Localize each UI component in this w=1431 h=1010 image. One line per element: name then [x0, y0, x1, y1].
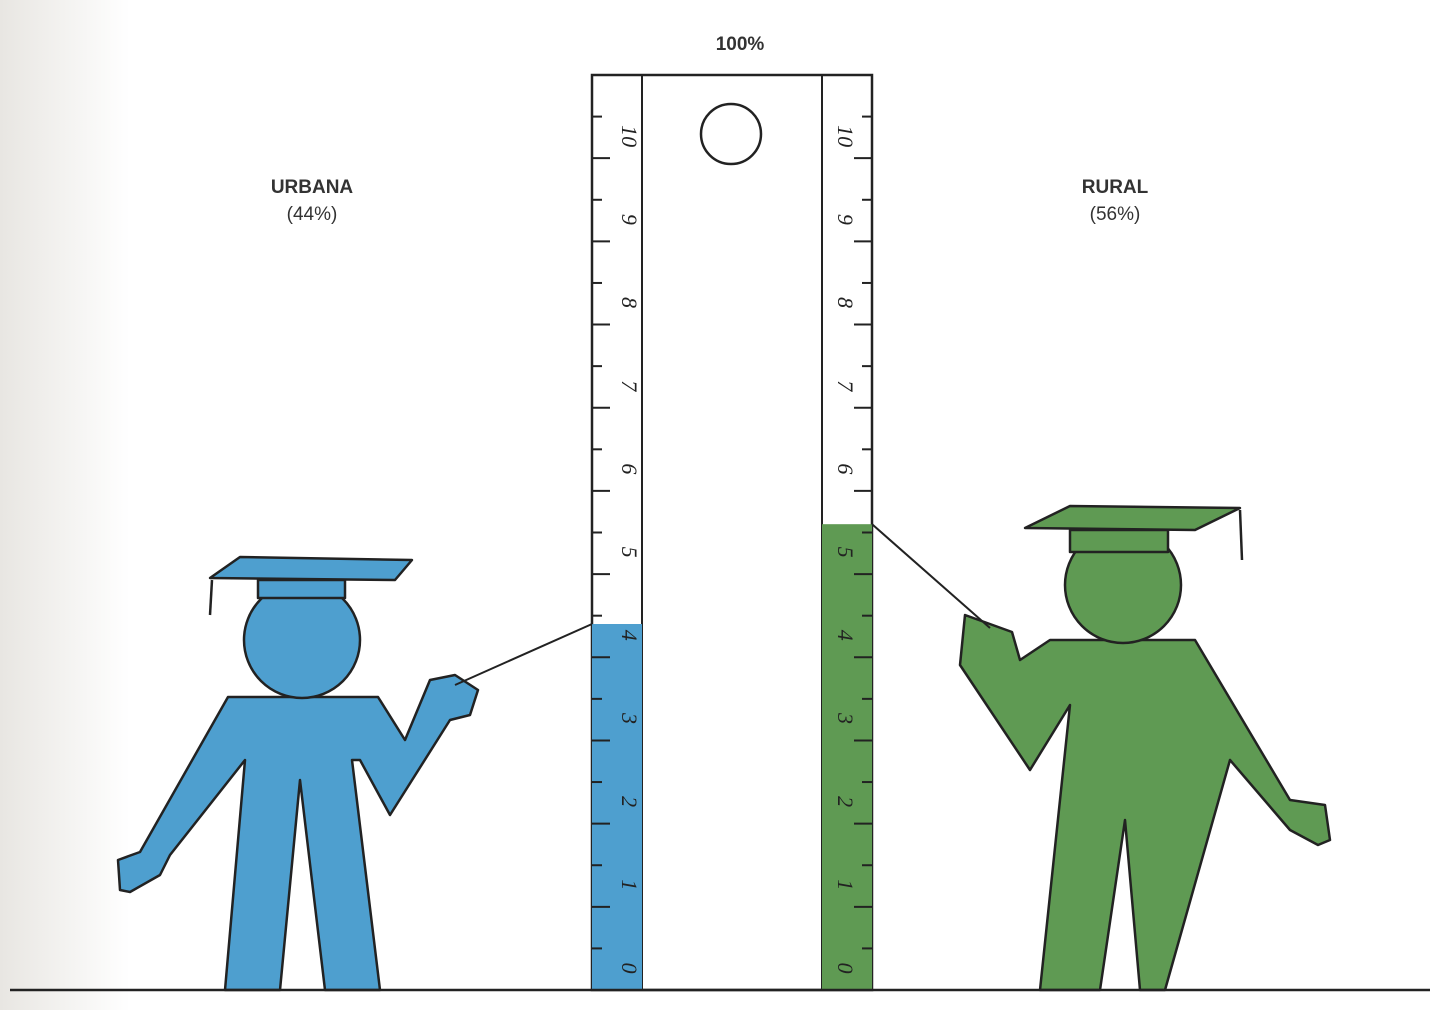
tick-label: 9 [617, 214, 642, 225]
tick-label: 1 [617, 879, 642, 890]
tick-label: 9 [833, 214, 858, 225]
cap-tassel [1238, 509, 1244, 561]
figure-body [116, 673, 480, 992]
urban-figure [116, 555, 480, 992]
tick-label: 2 [833, 796, 858, 807]
cap-base [1068, 528, 1170, 554]
chart-title: 100% [716, 34, 765, 55]
tick-label: 2 [617, 796, 642, 807]
fill-bar [592, 624, 642, 990]
tick-label: 8 [617, 297, 642, 308]
fill-bar [822, 524, 872, 990]
tick-label: 0 [833, 963, 858, 974]
tick-label: 7 [833, 380, 858, 392]
value-label: (44%) [287, 204, 338, 225]
value-label: (56%) [1090, 204, 1141, 225]
cap-base [256, 578, 347, 600]
ruler-hole [699, 102, 763, 166]
tick-label: 10 [833, 125, 858, 147]
cap-tassel [208, 579, 214, 616]
tick-label: 4 [617, 630, 642, 641]
cap-board [1023, 504, 1242, 532]
legend-label: RURAL [1082, 177, 1149, 198]
pointer [871, 523, 991, 629]
tick-label: 4 [833, 630, 858, 641]
cap-board [208, 555, 414, 582]
tick-label: 10 [617, 125, 642, 147]
tick-label: 7 [617, 380, 642, 392]
tick-label: 1 [833, 879, 858, 890]
pointer [454, 623, 593, 686]
tick-label: 5 [617, 547, 642, 558]
tick-label: 0 [617, 963, 642, 974]
page-shade [0, 0, 130, 1010]
figure-body [958, 613, 1332, 992]
tick-label: 8 [833, 297, 858, 308]
legend-label: URBANA [271, 177, 354, 198]
tick-label: 3 [833, 712, 858, 724]
tick-label: 3 [617, 712, 642, 724]
rural-figure [958, 504, 1332, 992]
tick-label: 5 [833, 547, 858, 558]
rulers [590, 73, 874, 992]
tick-label: 6 [833, 463, 858, 474]
tick-label: 6 [617, 463, 642, 474]
figure-head [242, 580, 362, 700]
